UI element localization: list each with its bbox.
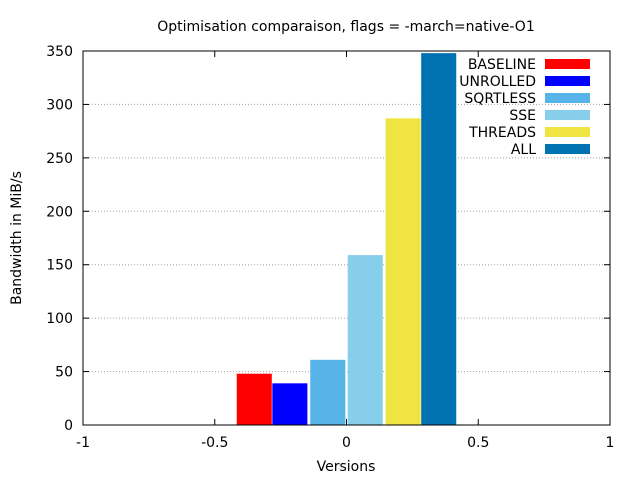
y-tick-label-4: 200 — [46, 204, 73, 220]
x-tick-label-1: -0.5 — [201, 435, 228, 451]
legend-swatch-sqrtless — [545, 93, 590, 103]
chart-title: Optimisation comparaison, flags = -march… — [157, 19, 535, 35]
x-axis: -1 -0.5 0 0.5 1 — [76, 51, 614, 451]
legend-label-threads: THREADS — [468, 125, 536, 141]
legend-label-unrolled: UNROLLED — [459, 74, 536, 90]
legend-label-baseline: BASELINE — [468, 57, 536, 73]
y-tick-label-7: 350 — [46, 44, 73, 60]
bar-threads — [385, 118, 421, 425]
legend-swatch-unrolled — [545, 76, 590, 86]
legend-label-sqrtless: SQRTLESS — [464, 91, 536, 107]
x-tick-label-2: 0 — [342, 435, 351, 451]
y-axis-label: Bandwidth in MiB/s — [9, 171, 25, 305]
legend-swatch-baseline — [545, 59, 590, 69]
y-tick-label-3: 150 — [46, 258, 73, 274]
x-tick-label-3: 0.5 — [467, 435, 489, 451]
legend-swatch-threads — [545, 127, 590, 137]
x-tick-label-0: -1 — [76, 435, 90, 451]
legend-label-all: ALL — [511, 142, 536, 158]
gridlines — [83, 103, 610, 373]
x-axis-label: Versions — [317, 459, 376, 475]
y-axis: 0 50 100 150 200 250 300 350 — [46, 44, 610, 434]
y-tick-label-6: 300 — [46, 97, 73, 113]
y-tick-label-5: 250 — [46, 151, 73, 167]
bar-sqrtless — [310, 359, 346, 425]
y-tick-label-1: 50 — [55, 365, 73, 381]
legend-swatch-sse — [545, 110, 590, 120]
y-tick-label-2: 100 — [46, 311, 73, 327]
bar-sse — [347, 255, 383, 425]
bars — [236, 53, 457, 425]
bar-baseline — [236, 373, 272, 425]
y-tick-label-0: 0 — [64, 418, 73, 434]
bar-unrolled — [272, 383, 308, 425]
legend-label-sse: SSE — [509, 108, 536, 124]
x-tick-label-4: 1 — [606, 435, 615, 451]
legend-swatch-all — [545, 144, 590, 154]
bar-all — [421, 53, 457, 425]
